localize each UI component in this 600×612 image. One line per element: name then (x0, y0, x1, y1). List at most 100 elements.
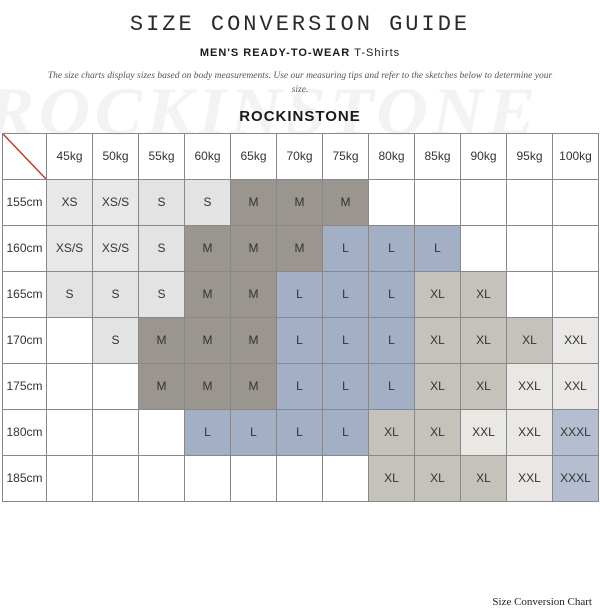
size-cell: M (323, 179, 369, 225)
brand-name: ROCKINSTONE (0, 108, 600, 125)
size-cell (553, 271, 599, 317)
size-cell: XL (369, 455, 415, 501)
size-cell (47, 409, 93, 455)
size-cell: M (231, 179, 277, 225)
size-cell: S (93, 317, 139, 363)
size-cell (415, 179, 461, 225)
size-cell (553, 225, 599, 271)
size-cell (507, 271, 553, 317)
col-header: 85kg (415, 133, 461, 179)
size-cell: S (139, 225, 185, 271)
col-header: 65kg (231, 133, 277, 179)
size-cell: L (323, 363, 369, 409)
table-row: 175cmMMMLLLXLXLXXLXXL (3, 363, 599, 409)
size-cell: XL (415, 363, 461, 409)
size-cell: L (323, 225, 369, 271)
size-cell: XS/S (93, 225, 139, 271)
size-cell: XL (415, 455, 461, 501)
size-cell: L (277, 271, 323, 317)
size-cell: M (231, 225, 277, 271)
size-cell: XS (47, 179, 93, 225)
page-title: SIZE CONVERSION GUIDE (0, 12, 600, 37)
size-cell: L (369, 317, 415, 363)
size-cell: M (231, 317, 277, 363)
size-cell: XXXL (553, 409, 599, 455)
size-cell: S (47, 271, 93, 317)
table-row: 185cmXLXLXLXXLXXXL (3, 455, 599, 501)
size-cell: S (93, 271, 139, 317)
size-cell: S (139, 179, 185, 225)
subtitle-light: T-Shirts (354, 47, 400, 59)
row-header: 155cm (3, 179, 47, 225)
table-row: 160cmXS/SXS/SSMMMLLL (3, 225, 599, 271)
size-cell (47, 317, 93, 363)
corner-cell (3, 133, 47, 179)
size-cell: XXL (553, 363, 599, 409)
size-cell: L (323, 317, 369, 363)
size-cell: XS/S (93, 179, 139, 225)
size-cell (553, 179, 599, 225)
size-cell (507, 179, 553, 225)
size-cell: L (369, 363, 415, 409)
size-cell: XL (415, 409, 461, 455)
col-header: 55kg (139, 133, 185, 179)
size-cell: XL (415, 271, 461, 317)
size-cell: L (277, 317, 323, 363)
size-cell: XXXL (553, 455, 599, 501)
subtitle-bold: MEN'S READY-TO-WEAR (200, 47, 350, 59)
size-cell: L (231, 409, 277, 455)
size-cell: M (231, 271, 277, 317)
size-cell (47, 455, 93, 501)
col-header: 60kg (185, 133, 231, 179)
size-cell: XXL (507, 363, 553, 409)
main-content: SIZE CONVERSION GUIDE MEN'S READY-TO-WEA… (0, 12, 600, 502)
col-header: 95kg (507, 133, 553, 179)
table-body: 155cmXSXS/SSSMMM160cmXS/SXS/SSMMMLLL165c… (3, 179, 599, 501)
size-cell: M (277, 225, 323, 271)
col-header: 100kg (553, 133, 599, 179)
row-header: 180cm (3, 409, 47, 455)
size-cell (461, 225, 507, 271)
table-row: 170cmSMMMLLLXLXLXLXXL (3, 317, 599, 363)
col-header: 70kg (277, 133, 323, 179)
size-cell (461, 179, 507, 225)
size-cell: S (185, 179, 231, 225)
size-cell (93, 409, 139, 455)
subtitle: MEN'S READY-TO-WEAR T-Shirts (0, 47, 600, 59)
row-header: 160cm (3, 225, 47, 271)
description: The size charts display sizes based on b… (0, 69, 600, 98)
col-header: 45kg (47, 133, 93, 179)
size-cell: XXL (507, 409, 553, 455)
size-cell (231, 455, 277, 501)
size-cell: XL (461, 317, 507, 363)
table-row: 165cmSSSMMLLLXLXL (3, 271, 599, 317)
size-cell: XXL (461, 409, 507, 455)
size-cell: M (277, 179, 323, 225)
size-cell: XL (461, 455, 507, 501)
row-header: 175cm (3, 363, 47, 409)
size-cell: L (369, 271, 415, 317)
row-header: 165cm (3, 271, 47, 317)
table-row: 155cmXSXS/SSSMMM (3, 179, 599, 225)
size-cell: L (277, 363, 323, 409)
caption: Size Conversion Chart (492, 596, 592, 608)
size-cell: M (139, 363, 185, 409)
size-cell (47, 363, 93, 409)
col-header: 80kg (369, 133, 415, 179)
table-header-row: 45kg50kg55kg60kg65kg70kg75kg80kg85kg90kg… (3, 133, 599, 179)
size-cell: XS/S (47, 225, 93, 271)
size-cell: L (277, 409, 323, 455)
size-cell: XXL (553, 317, 599, 363)
size-cell (139, 409, 185, 455)
size-cell: XXL (507, 455, 553, 501)
size-cell (277, 455, 323, 501)
size-cell: L (323, 271, 369, 317)
size-cell (369, 179, 415, 225)
size-cell: L (415, 225, 461, 271)
size-cell: L (323, 409, 369, 455)
size-cell: M (231, 363, 277, 409)
size-cell: XL (507, 317, 553, 363)
size-cell: L (185, 409, 231, 455)
col-header: 50kg (93, 133, 139, 179)
size-cell (323, 455, 369, 501)
